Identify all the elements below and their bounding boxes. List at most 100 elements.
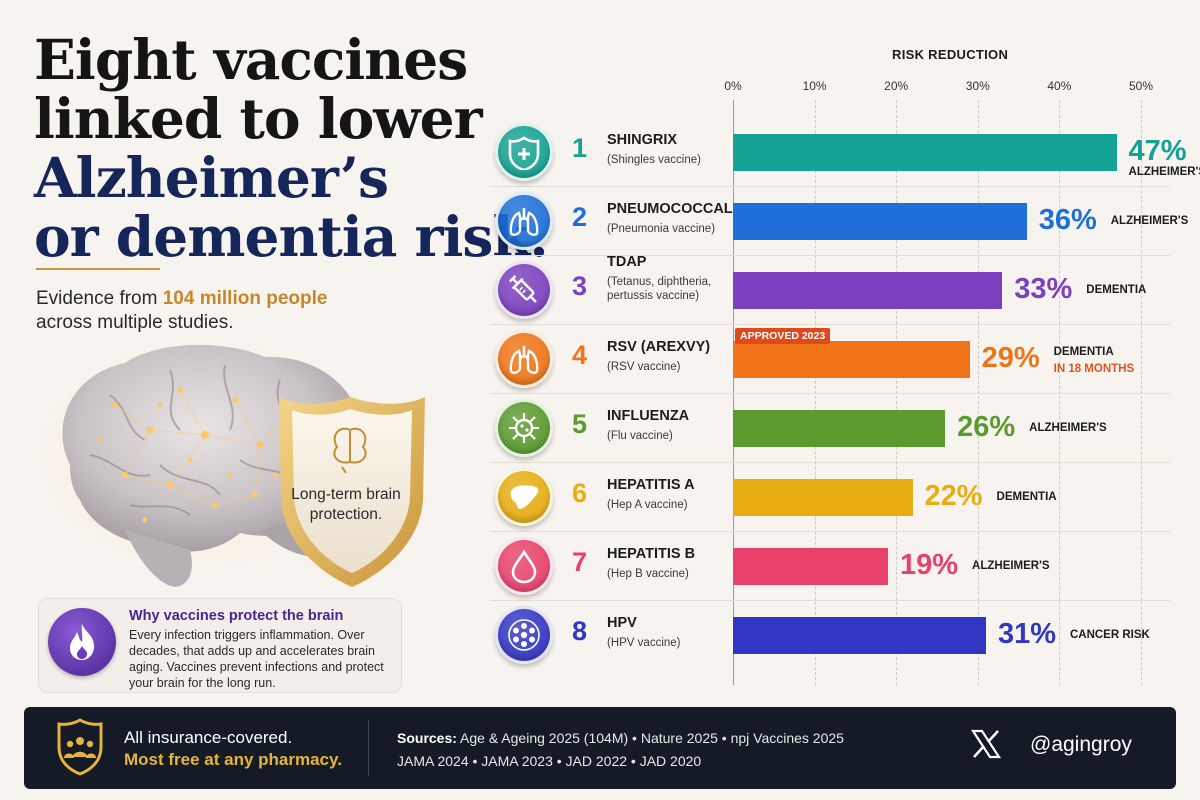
title-line-2: linked to lower (34, 86, 483, 151)
outcome-label: CANCER RISK (1069, 629, 1150, 641)
vaccine-name: INFLUENZA (607, 408, 690, 424)
vaccine-icon-2 (495, 192, 553, 250)
why-title: Why vaccines protect the brain (129, 608, 344, 624)
title-divider (36, 268, 160, 270)
vaccine-desc: (Tetanus, diphtheria, pertussis vaccine) (607, 276, 712, 302)
outcome-label: DEMENTIA (1086, 284, 1147, 296)
vaccine-icon-7 (495, 537, 553, 595)
bar-8 (733, 617, 986, 654)
shield-plus-icon (508, 136, 540, 170)
row-separator (490, 531, 1170, 532)
brain-illustration (30, 335, 450, 600)
x-tick-label: 10% (802, 79, 827, 93)
vaccine-name: RSV (AREXVY) (607, 339, 711, 355)
vaccine-icon-6 (495, 468, 553, 526)
row-rank: 3 (572, 271, 588, 301)
outcome-label: ALZHEIMER'S (972, 560, 1050, 572)
outcome-label: ALZHEIMER'S (1029, 422, 1107, 434)
gridline (814, 100, 816, 685)
lungs-icon (509, 208, 539, 236)
bar-value-label: 36% (1038, 204, 1097, 236)
sources-label: Sources: (397, 730, 457, 746)
shield-people-icon (57, 718, 103, 776)
bar-7 (733, 548, 889, 585)
row-rank: 7 (572, 547, 588, 577)
vaccine-icon-8 (495, 606, 553, 664)
bar-3 (733, 272, 1003, 309)
outcome-label: ALZHEIMER'S (1110, 215, 1189, 227)
bar-value-label: 33% (1014, 273, 1073, 305)
row-rank: 4 (572, 340, 588, 370)
footer-coverage-text: All insurance-covered. (124, 728, 293, 747)
vaccine-name: HPV (607, 615, 637, 631)
footer-divider (368, 720, 369, 776)
y-axis-line (733, 100, 734, 685)
vaccine-desc: (HPV vaccine) (607, 637, 681, 649)
bar-value-label: 26% (957, 411, 1016, 443)
x-tick-label: 30% (965, 79, 990, 93)
outcome-note: IN 18 MONTHS (1053, 363, 1135, 375)
hpv-virus-icon (508, 619, 540, 651)
syringe-icon (509, 275, 537, 303)
vaccine-desc: (RSV vaccine) (607, 361, 681, 373)
vaccine-name: PNEUMOCOCCAL (607, 201, 733, 217)
title-line-4: or dementia risk. (34, 204, 549, 269)
vaccine-icon-3 (495, 261, 553, 319)
vaccine-icon-1 (495, 123, 553, 181)
row-separator (490, 600, 1170, 601)
row-separator (490, 393, 1170, 394)
gridline (1059, 100, 1061, 685)
bar-4 (733, 341, 970, 378)
gridline (1141, 100, 1142, 685)
bar-value-label: 47% (1128, 135, 1187, 167)
row-separator (490, 255, 1170, 256)
lungs-icon (509, 346, 539, 374)
footer-pharmacy-text: Most free at any pharmacy. (124, 750, 342, 769)
row-separator (490, 324, 1170, 325)
footer-sources-line-1: Sources: Age & Ageing 2025 (104M) • Natu… (397, 730, 844, 746)
vaccine-desc: (Hep A vaccine) (607, 499, 688, 511)
bar-1 (733, 134, 1117, 171)
brain-shield-image (30, 335, 425, 587)
vaccine-desc: (Shingles vaccine) (607, 154, 701, 166)
vaccine-desc: (Pneumonia vaccine) (607, 223, 716, 235)
x-tick-label: 20% (884, 79, 909, 93)
row-rank: 8 (572, 616, 588, 646)
subtitle-post: across multiple studies. (36, 312, 234, 333)
vaccine-icon-5 (495, 399, 553, 457)
subtitle-highlight: 104 million people (162, 288, 328, 309)
x-tick-label: 50% (1128, 79, 1154, 93)
approval-badge: APPROVED 2023 (735, 328, 831, 344)
vaccine-desc: (Hep B vaccine) (607, 568, 689, 580)
outcome-label: DEMENTIA (1053, 346, 1114, 358)
gridline (896, 100, 898, 685)
x-tick-label: 0% (724, 79, 742, 93)
outcome-label: DEMENTIA (996, 491, 1057, 503)
bar-5 (733, 410, 946, 447)
title-line-3: Alzheimer’s (34, 145, 389, 210)
shield-label: Long-term brain protection. (291, 486, 401, 523)
vaccine-name: HEPATITIS B (607, 546, 696, 562)
footer-sources-line-2: JAMA 2024 • JAMA 2023 • JAD 2022 • JAD 2… (397, 753, 702, 769)
row-rank: 6 (572, 478, 588, 508)
gridline (977, 100, 979, 685)
chart-title: RISK REDUCTION (892, 47, 1009, 62)
bar-2 (733, 203, 1027, 240)
social-handle[interactable]: @agingroy (1030, 733, 1132, 756)
subtitle-pre: Evidence from (36, 288, 163, 309)
vaccine-desc: (Flu vaccine) (607, 430, 673, 442)
footer-bar (24, 707, 1176, 789)
vaccine-icon-4 (495, 330, 553, 388)
bar-6 (733, 479, 913, 516)
bar-value-label: 19% (900, 549, 959, 581)
row-rank: 5 (572, 409, 588, 439)
bar-value-label: 22% (924, 480, 983, 512)
vaccine-name: HEPATITIS A (607, 477, 695, 493)
row-rank: 1 (572, 133, 588, 163)
why-text: Every infection triggers inflammation. O… (129, 628, 384, 690)
liver-icon (510, 485, 539, 510)
x-tick-label: 40% (1047, 79, 1072, 93)
x-logo-icon[interactable] (970, 728, 1002, 760)
sources-text-1: Age & Ageing 2025 (104M) • Nature 2025 •… (456, 730, 844, 746)
vaccine-name: SHINGRIX (607, 132, 678, 148)
